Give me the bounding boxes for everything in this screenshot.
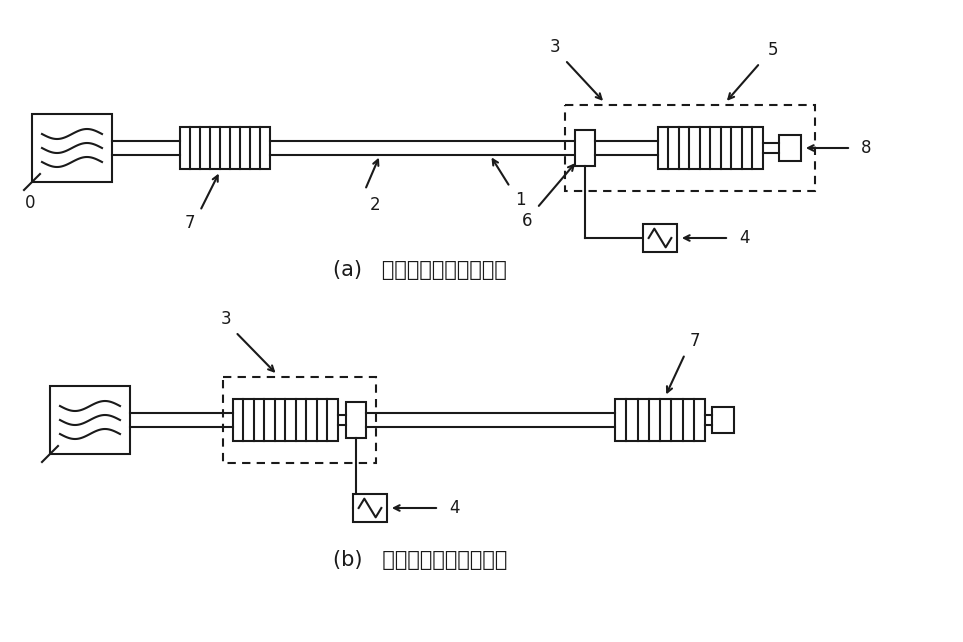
Text: 2: 2 — [370, 196, 380, 214]
Bar — [353, 494, 387, 522]
Bar — [658, 127, 763, 169]
Bar — [779, 135, 801, 161]
Bar — [575, 130, 595, 166]
Text: 4: 4 — [739, 229, 749, 247]
Text: 4: 4 — [449, 499, 459, 517]
Text: 6: 6 — [522, 212, 533, 230]
Bar — [222, 377, 376, 463]
Text: 0: 0 — [25, 194, 36, 212]
Text: (a)   试样的远端表面波测量: (a) 试样的远端表面波测量 — [333, 260, 507, 280]
Text: 7: 7 — [690, 332, 700, 350]
Text: 3: 3 — [221, 310, 231, 328]
Bar — [32, 114, 112, 182]
Bar — [232, 399, 337, 441]
Text: 1: 1 — [514, 191, 525, 209]
Bar — [615, 399, 705, 441]
Text: 5: 5 — [768, 41, 778, 59]
Bar — [346, 402, 366, 438]
Text: 8: 8 — [861, 139, 872, 157]
Text: 7: 7 — [185, 214, 195, 232]
Bar — [50, 386, 130, 454]
Bar — [643, 224, 677, 252]
Bar — [565, 105, 815, 191]
Text: (b)   试样的近端表面波测量: (b) 试样的近端表面波测量 — [333, 550, 508, 570]
Text: 3: 3 — [550, 38, 560, 56]
Bar — [180, 127, 270, 169]
Bar — [712, 407, 734, 433]
